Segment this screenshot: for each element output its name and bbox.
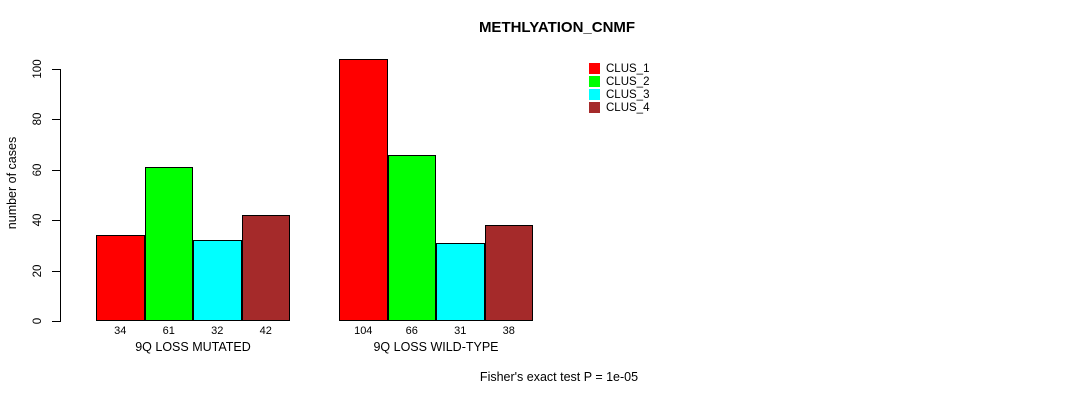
y-axis-tick (52, 321, 60, 322)
bar-value-label: 34 (114, 325, 127, 337)
legend-label: CLUS_1 (606, 62, 650, 75)
y-axis-tick (52, 169, 60, 171)
fisher-test-annotation: Fisher's exact test P = 1e-05 (479, 370, 639, 384)
bar-clus_2-group2 (387, 154, 436, 321)
bar-clus_1-group2 (339, 58, 388, 321)
bar-clus_4-group1 (241, 215, 290, 321)
legend-row: CLUS_2 (589, 75, 649, 88)
x-axis-category-label: 9Q LOSS WILD-TYPE (373, 340, 499, 354)
x-axis-category-label: 9Q LOSS MUTATED (135, 340, 251, 354)
legend-swatch-clus_4 (589, 102, 600, 113)
y-axis-tick (52, 270, 60, 272)
chart-title: METHLYATION_CNMF (478, 19, 636, 36)
bar-clus_2-group1 (144, 167, 193, 321)
y-axis-tick-label: 0 (32, 317, 44, 325)
y-axis-tick (52, 69, 60, 70)
legend-row: CLUS_1 (589, 62, 649, 75)
legend-label: CLUS_3 (606, 88, 650, 101)
bar-clus_3-group1 (193, 240, 242, 321)
bar-clus_1-group1 (96, 235, 145, 321)
legend-swatch-clus_2 (589, 76, 600, 87)
y-axis-tick (52, 220, 60, 222)
y-axis-tick-label: 60 (32, 163, 44, 177)
legend-row: CLUS_3 (589, 88, 649, 101)
bar-value-label: 32 (211, 325, 224, 337)
legend-swatch-clus_3 (589, 89, 600, 100)
y-axis-tick-label: 40 (32, 213, 44, 227)
bar-clus_3-group2 (436, 242, 485, 321)
bar-clus_4-group2 (484, 225, 533, 321)
legend-label: CLUS_2 (606, 75, 650, 88)
bar-value-label: 61 (162, 325, 175, 337)
bar-value-label: 31 (454, 325, 467, 337)
y-axis-label: number of cases (5, 136, 19, 230)
y-axis-tick-label: 100 (32, 59, 44, 79)
bar-value-label: 42 (259, 325, 272, 337)
y-axis-tick (52, 119, 60, 121)
bar-value-label: 104 (354, 325, 373, 337)
legend-swatch-clus_1 (589, 63, 600, 74)
y-axis-tick-label: 20 (32, 264, 44, 277)
bar-value-label: 66 (405, 325, 418, 337)
bar-value-label: 38 (502, 325, 515, 337)
y-axis-tick-label: 80 (32, 112, 44, 126)
legend: CLUS_1 CLUS_2 CLUS_3 CLUS_4 (589, 62, 649, 114)
legend-row: CLUS_4 (589, 101, 649, 114)
y-axis-line (60, 69, 61, 322)
legend-label: CLUS_4 (606, 101, 650, 114)
